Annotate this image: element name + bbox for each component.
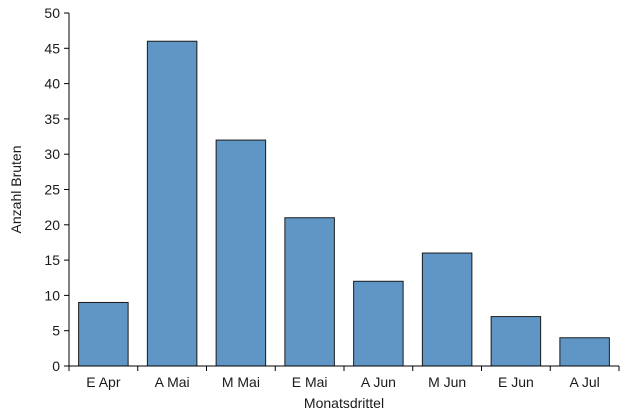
y-tick-label: 15 bbox=[44, 252, 60, 268]
x-axis: E Apr A Mai M Mai E Mai A Jun M Jun E Jun A Jul bbox=[68, 365, 620, 390]
y-tick-label: 50 bbox=[44, 5, 60, 21]
y-tick-label: 5 bbox=[52, 323, 60, 339]
bar-m-jun bbox=[421, 252, 473, 367]
x-tick-label: M Jun bbox=[428, 374, 466, 390]
bar-a-mai bbox=[146, 40, 198, 367]
y-tick-label: 20 bbox=[44, 217, 60, 233]
y-tick-label: 0 bbox=[52, 358, 60, 374]
y-tick-label: 35 bbox=[44, 111, 60, 127]
y-tick-label: 25 bbox=[44, 182, 60, 198]
y-tick-label: 10 bbox=[44, 287, 60, 303]
y-tick-label: 30 bbox=[44, 146, 60, 162]
bars bbox=[78, 40, 610, 367]
x-tick-label: A Jun bbox=[361, 374, 396, 390]
x-tick-label: A Mai bbox=[155, 374, 190, 390]
bar-m-mai bbox=[215, 139, 267, 367]
bar-a-jul bbox=[559, 337, 610, 367]
bar-e-jun bbox=[490, 316, 542, 367]
y-axis-title: Anzahl Bruten bbox=[8, 146, 24, 234]
x-tick-label: A Jul bbox=[569, 374, 599, 390]
bar-a-jun bbox=[353, 280, 404, 367]
y-tick-label: 40 bbox=[44, 76, 60, 92]
bar-e-apr bbox=[78, 301, 129, 367]
x-tick-label: E Apr bbox=[86, 374, 121, 390]
x-axis-title: Monatsdrittel bbox=[304, 395, 384, 411]
y-tick-label: 45 bbox=[44, 40, 60, 56]
x-tick-label: M Mai bbox=[222, 374, 260, 390]
x-tick-label: E Jun bbox=[498, 374, 534, 390]
y-axis: 0 5 10 15 20 25 30 35 40 45 50 bbox=[44, 5, 70, 374]
bar-e-mai bbox=[284, 217, 335, 367]
x-tick-label: E Mai bbox=[292, 374, 328, 390]
